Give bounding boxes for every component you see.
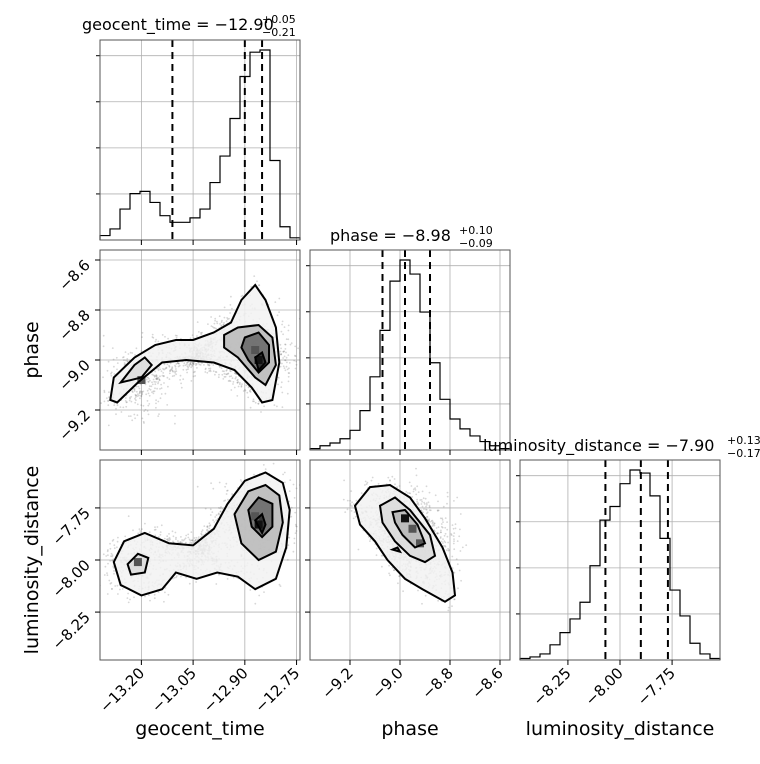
x-axis-label-luminosity-distance: luminosity_distance xyxy=(526,718,715,740)
panel-frame xyxy=(99,39,301,241)
y-tick-label: −7.75 xyxy=(49,504,94,549)
x-tick-label: −13.20 xyxy=(96,664,148,716)
x-tick-label: −9.0 xyxy=(368,664,406,702)
density-peak-0 xyxy=(401,514,409,523)
panel-frame xyxy=(99,249,301,451)
title-luminosity-distance-lower: −0.17 xyxy=(727,447,760,460)
x-tick-label: −8.6 xyxy=(468,664,506,702)
title-phase-lower: −0.09 xyxy=(459,237,493,250)
contour-line-3 xyxy=(240,331,270,374)
density-peak-0 xyxy=(254,356,263,364)
title-luminosity-distance-text: luminosity_distance = −7.90 xyxy=(483,436,714,456)
x-tick-label: −8.8 xyxy=(418,664,456,702)
scatter-geocent-time-vs-phase xyxy=(100,250,300,450)
y-tick-label: −8.6 xyxy=(55,256,93,294)
x-axis-label-geocent-time: geocent_time xyxy=(135,718,264,740)
x-tick-label: −13.05 xyxy=(148,664,200,716)
x-tick-label: −12.90 xyxy=(200,664,252,716)
title-geocent-time-upper: +0.05 xyxy=(262,13,296,26)
contour-line-4 xyxy=(253,512,267,536)
x-tick-label: −9.2 xyxy=(318,664,356,702)
histogram-geocent-time xyxy=(96,40,301,240)
contour-line-1 xyxy=(118,356,154,385)
y-axis-label-luminosity-distance: luminosity_distance xyxy=(21,466,43,655)
title-geocent-time-lower: −0.21 xyxy=(262,26,296,39)
scatter-geocent-time-vs-luminosity-distance xyxy=(100,460,300,660)
title-phase-upper: +0.10 xyxy=(459,224,493,237)
contour-line-3 xyxy=(247,496,274,539)
y-axis-label-phase: phase xyxy=(21,321,43,378)
histogram-step-line xyxy=(99,49,301,240)
title-phase-text: phase = −8.98 xyxy=(330,226,451,245)
contour-line-0 xyxy=(353,483,457,603)
density-peak-2 xyxy=(416,539,424,548)
contour-line-0 xyxy=(112,471,291,597)
y-tick-label: −8.8 xyxy=(55,306,93,344)
density-peak-2 xyxy=(133,558,142,567)
x-tick-label: −12.75 xyxy=(251,664,303,716)
title-geocent-time-text: geocent_time = −12.90 xyxy=(82,15,274,35)
contour-line-2 xyxy=(391,508,427,549)
density-level-1 xyxy=(120,357,152,383)
y-tick-label: −8.00 xyxy=(49,556,94,601)
y-tick-label: −8.25 xyxy=(49,608,94,653)
scatter-phase-vs-luminosity-distance xyxy=(310,460,510,660)
density-level-0 xyxy=(110,285,280,403)
x-tick-label: −7.75 xyxy=(634,664,679,709)
title-phase: phase = −8.98 +0.10 −0.09 xyxy=(330,224,493,250)
x-tick-label: −8.25 xyxy=(530,664,575,709)
contour-line-1 xyxy=(126,552,150,576)
density-peak-1 xyxy=(408,524,417,533)
contour-line-1 xyxy=(378,496,437,564)
histogram-phase xyxy=(306,250,511,450)
density-peak-1 xyxy=(251,512,260,521)
y-tick-label: −9.2 xyxy=(55,406,93,444)
histogram-luminosity-distance xyxy=(516,460,721,660)
contour-line-0 xyxy=(109,283,281,404)
x-axis-label-phase: phase xyxy=(381,718,438,740)
title-luminosity-distance-upper: +0.13 xyxy=(727,434,760,447)
contour-line-2 xyxy=(233,483,284,562)
contour-line-2 xyxy=(223,323,277,387)
y-tick-label: −9.0 xyxy=(55,356,93,394)
histogram-step-line xyxy=(519,469,721,660)
contour-line-4 xyxy=(254,350,267,373)
contour-line-3 xyxy=(389,546,403,554)
histogram-step-line xyxy=(309,259,511,450)
density-peak-1 xyxy=(251,346,260,354)
x-tick-label: −8.00 xyxy=(582,664,627,709)
panel-frame xyxy=(309,249,511,451)
title-geocent-time: geocent_time = −12.90 +0.05 −0.21 xyxy=(82,13,296,39)
title-luminosity-distance: luminosity_distance = −7.90 +0.13 −0.17 xyxy=(483,434,760,460)
